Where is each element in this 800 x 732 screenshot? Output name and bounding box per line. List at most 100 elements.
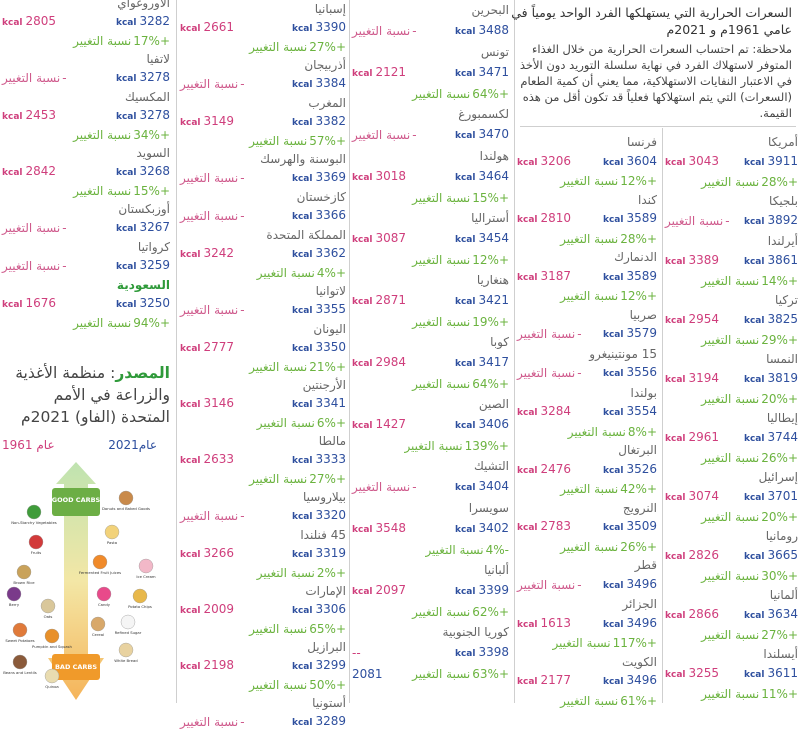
country-name: بلجيكا	[769, 194, 798, 208]
change-value: 4%-	[485, 543, 509, 557]
unit: kcal	[352, 173, 373, 183]
change: نسبة التغيير 34%+	[73, 126, 170, 144]
values-row: kcal 3589 kcal 3187	[517, 267, 657, 288]
unit: kcal	[115, 18, 137, 28]
value: 3406	[478, 417, 509, 431]
change-value: -	[577, 366, 582, 380]
unit: kcal	[115, 300, 137, 310]
change-value: 12%+	[472, 253, 509, 267]
country: تونس kcal 3471 kcal 2121 نسبة التغيير 64%+	[352, 42, 509, 104]
unit: kcal	[454, 483, 476, 493]
change-label: نسبة التغيير	[249, 360, 308, 374]
unit: kcal	[602, 157, 624, 168]
change: نسبة التغيير 2%+	[257, 564, 346, 582]
value: 3911	[767, 154, 798, 168]
change: نسبة التغيير 26%+	[701, 449, 798, 468]
food-icon	[118, 642, 134, 658]
food-icon	[90, 616, 106, 632]
value: 2842	[25, 164, 57, 178]
change-label: نسبة التغيير	[665, 214, 724, 228]
unit: kcal	[352, 587, 373, 597]
value: 3299	[315, 658, 346, 672]
change: نسبة التغيير -	[180, 75, 245, 93]
value: 3146	[203, 396, 235, 410]
food-label: Oats	[44, 614, 53, 619]
value: 3604	[626, 153, 657, 168]
values-row: kcal 3454 kcal 3087	[352, 228, 509, 250]
values-row: kcal 3526 kcal 2476	[517, 460, 657, 481]
country-name: البحرين	[471, 3, 509, 17]
country: ألبانيا kcal 3399 kcal 2097 نسبة التغيير 62%+	[352, 560, 509, 622]
food-icon	[104, 524, 120, 540]
value: 3149	[203, 114, 235, 128]
unit: kcal	[454, 173, 476, 183]
country-name: المملكة المتحدة	[266, 228, 346, 242]
food-label: Fruits	[31, 550, 41, 555]
change-value: 4%+	[316, 266, 346, 280]
country: إيطاليا kcal 3744 kcal 2961 نسبة التغيير 26%+	[665, 409, 798, 468]
change: نسبة التغيير 65%+	[249, 620, 346, 638]
kcal-1961: kcal 2783	[517, 517, 571, 538]
change-value: 30%+	[761, 569, 798, 583]
kcal-2021: kcal 3464	[455, 166, 509, 188]
values-row: kcal 3402 kcal 3548	[352, 518, 509, 540]
values-row: kcal 3556 نسبة التغيير -	[517, 363, 657, 384]
value: 3350	[315, 340, 346, 354]
country: لاتفيا kcal 3278 نسبة التغيير -	[2, 50, 170, 88]
change-label: نسبة التغيير	[180, 171, 239, 185]
change-value: 29%+	[761, 333, 798, 347]
country: النمسا kcal 3819 kcal 3194 نسبة التغيير 20%+	[665, 350, 798, 409]
change-value: 20%+	[761, 392, 798, 406]
change: نسبة التغيير 64%+	[412, 84, 509, 104]
value: 3267	[139, 220, 170, 234]
country-column: فرنسا kcal 3604 kcal 3206 نسبة التغيير 12%+ كند…	[517, 133, 657, 710]
values-row: kcal 3282 kcal 2805	[2, 12, 170, 32]
value: 3634	[767, 607, 798, 621]
country-name: لاتفيا	[146, 52, 170, 66]
value: 2661	[203, 20, 235, 34]
country-name: كوريا الجنوبية	[442, 625, 509, 639]
value: 3333	[315, 452, 346, 466]
kcal-1961: kcal 2177	[517, 671, 571, 692]
unit: kcal	[665, 611, 686, 621]
change-value: -	[240, 509, 245, 523]
kcal-1961: kcal 3284	[517, 402, 571, 423]
country: 15 مونتينيغرو kcal 3556 نسبة التغيير -	[517, 345, 657, 384]
country-column: أمريكا kcal 3911 kcal 3043 نسبة التغيير 28%+ بل…	[665, 133, 798, 704]
unit: kcal	[115, 112, 137, 122]
country-name: هولندا	[479, 149, 509, 163]
unit: kcal	[665, 670, 686, 680]
value: 3187	[540, 268, 572, 283]
kcal-2021: kcal 3267	[116, 218, 170, 238]
food-icon	[6, 586, 22, 602]
change-value: 12%+	[620, 289, 657, 303]
change-value: 15%+	[472, 191, 509, 205]
value: 3526	[626, 461, 657, 476]
divider	[176, 0, 177, 703]
change-row: نسبة التغيير 19%+	[352, 312, 509, 332]
kcal-1961: kcal 2805	[2, 12, 56, 32]
country-name: بيلاروسيا	[302, 490, 346, 504]
value: 2198	[203, 658, 235, 672]
kcal-2021: kcal 3554	[603, 402, 657, 423]
value: 3554	[626, 404, 657, 418]
country: اليونان kcal 3350 kcal 2777 نسبة التغيير 21%+	[180, 320, 346, 376]
country-column: إسبانيا kcal 3390 kcal 2661 نسبة التغيير 27%+ أ…	[180, 0, 346, 732]
change: نسبة التغيير 28%+	[701, 173, 798, 192]
unit: kcal	[454, 27, 476, 37]
kcal-1961: --	[352, 646, 361, 660]
country: هولندا kcal 3464 kcal 3018 نسبة التغيير 15%+	[352, 146, 509, 208]
values-row: kcal 3604 kcal 3206	[517, 152, 657, 173]
kcal-1961: kcal 3389	[665, 251, 719, 272]
change: نسبة التغيير -	[352, 21, 417, 41]
country-name: ألمانيا	[769, 588, 798, 602]
change-label: نسبة التغيير	[404, 439, 463, 453]
country: بلجيكا kcal 3892 نسبة التغيير -	[665, 192, 798, 232]
values-row: kcal 3464 kcal 3018	[352, 166, 509, 188]
kcal-2021: kcal 3589	[603, 267, 657, 288]
change-label: نسبة التغيير	[701, 628, 760, 642]
values-row: kcal 3825 kcal 2954	[665, 310, 798, 331]
values-row: kcal 3554 kcal 3284	[517, 402, 657, 423]
country-name: النرويج	[622, 500, 657, 515]
food-icon	[44, 668, 60, 684]
